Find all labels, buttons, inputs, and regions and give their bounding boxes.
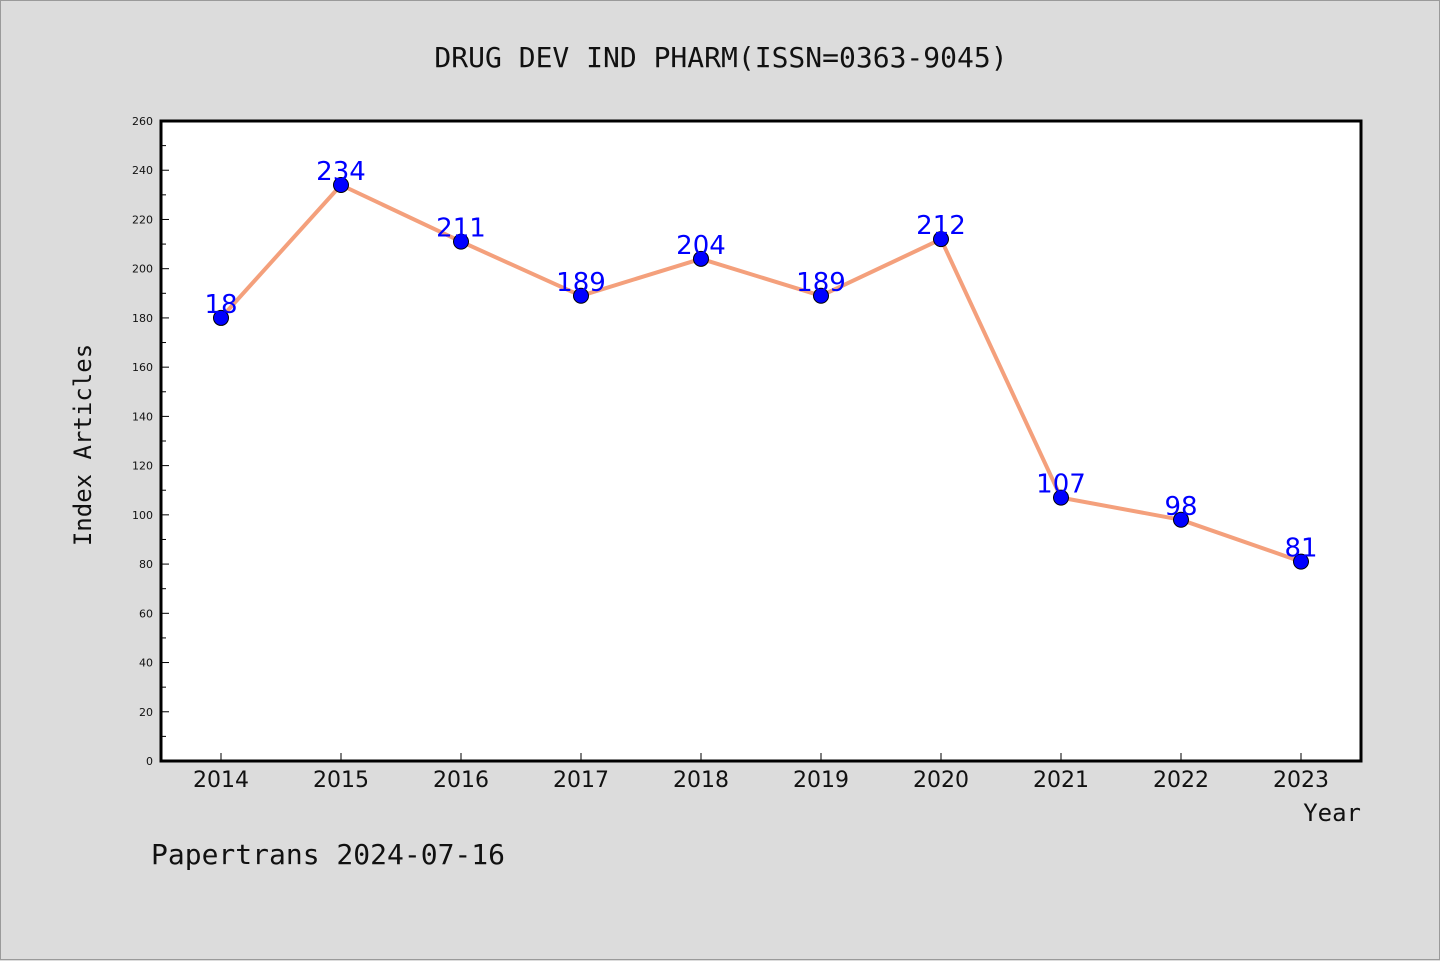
x-tick-label: 2020 [913,768,969,793]
data-label: 234 [316,157,366,187]
y-tick-label: 200 [132,263,153,276]
data-label: 98 [1164,492,1197,522]
series-markers [213,177,1309,570]
data-point [1173,511,1189,528]
y-axis-title: Index Articles [69,344,97,546]
x-axis-title: Year [1303,799,1361,827]
x-tick-label: 2014 [193,768,249,793]
y-tick-label: 80 [139,558,153,571]
x-tick-label: 2017 [553,768,609,793]
y-tick-label: 180 [132,312,153,325]
y-tick-label: 0 [146,755,153,768]
y-tick-label: 260 [132,115,153,128]
data-label: 107 [1036,470,1086,500]
x-tick-label: 2021 [1033,768,1089,793]
data-label: 81 [1284,534,1317,564]
y-tick-label: 140 [132,410,153,423]
y-tick-label: 100 [132,509,153,522]
y-tick-label: 160 [132,361,153,374]
x-tick-label: 2018 [673,768,729,793]
chart-title: DRUG DEV IND PHARM(ISSN=0363-9045) [434,41,1007,74]
y-tick-label: 60 [139,607,153,620]
data-point [933,231,949,248]
data-point [333,177,349,193]
data-label: 18 [204,290,237,320]
data-point [213,309,229,326]
data-point [813,287,829,304]
data-label: 189 [796,268,846,298]
y-tick-label: 20 [139,706,153,719]
data-label: 204 [676,231,726,261]
y-tick-label: 120 [132,460,153,473]
x-tick-label: 2023 [1273,768,1329,793]
footer-text: Papertrans 2024-07-16 [151,838,505,871]
y-tick-label: 240 [132,164,153,177]
x-tick-label: 2016 [433,768,489,793]
data-label: 212 [916,211,966,241]
plot-area [159,119,1363,763]
y-tick-label: 220 [132,213,153,226]
x-tick-label: 2022 [1153,768,1209,793]
data-point [453,233,469,250]
data-label: 211 [436,214,486,244]
y-tick-label: 40 [139,657,153,670]
series-line [219,183,1302,564]
x-tick-label: 2019 [793,768,849,793]
x-tick-label: 2015 [313,768,369,793]
data-labels: 18 234 211 189 204 189 212 107 98 81 [204,157,1317,564]
x-axis-ticks: 2014 2015 2016 2017 2018 2019 2020 2021 2022 2023 [193,753,1329,793]
data-point [693,250,709,267]
data-label: 189 [556,268,606,298]
y-axis-ticks: 0 20 40 60 80 100 120 140 160 180 200 220 240 260 [132,115,169,768]
data-point [1053,489,1069,506]
data-point [1293,553,1309,570]
data-point [573,287,589,304]
